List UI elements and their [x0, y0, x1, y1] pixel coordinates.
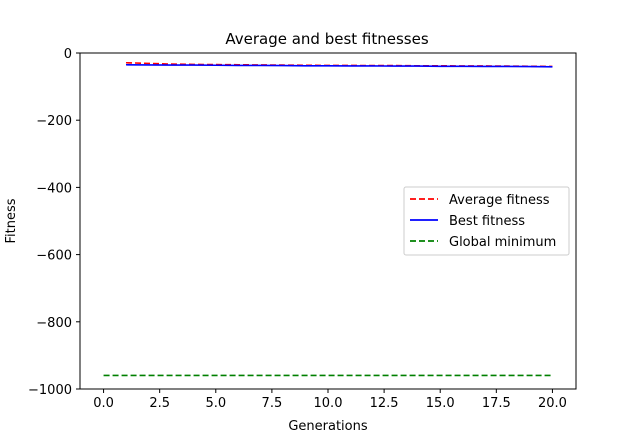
x-tick-label: 0.0 [93, 396, 114, 411]
legend-label-average-fitness: Average fitness [449, 193, 550, 208]
y-tick-label: −200 [36, 114, 72, 129]
y-axis-label: Fitness [4, 198, 19, 243]
x-tick-label: 7.5 [262, 396, 283, 411]
y-tick-label: 0 [64, 47, 72, 62]
y-axis-ticks: 0 −200 −400 −600 −800 −1000 [28, 47, 80, 398]
x-tick-label: 17.5 [482, 396, 511, 411]
x-tick-label: 12.5 [370, 396, 399, 411]
x-tick-label: 5.0 [205, 396, 226, 411]
legend: Average fitness Best fitness Global mini… [403, 186, 570, 256]
series-line-best-fitness [126, 63, 553, 68]
x-axis-label: Generations [288, 419, 368, 434]
series-layer [103, 61, 553, 377]
x-tick-label: 2.5 [149, 396, 170, 411]
y-tick-label: −800 [36, 316, 72, 331]
x-tick-label: 10.0 [314, 396, 343, 411]
x-tick-label: 15.0 [426, 396, 455, 411]
legend-label-best-fitness: Best fitness [449, 214, 525, 229]
chart-title: Average and best fitnesses [225, 30, 428, 48]
y-tick-label: −400 [36, 181, 72, 196]
legend-box [403, 186, 570, 256]
y-tick-label: −1000 [28, 383, 72, 398]
legend-label-global-minimum: Global minimum [449, 235, 556, 250]
x-tick-label: 20.0 [538, 396, 567, 411]
y-tick-label: −600 [36, 249, 72, 264]
x-axis-ticks: 0.0 2.5 5.0 7.5 10.0 12.5 15.0 17.5 20.0 [93, 389, 567, 411]
